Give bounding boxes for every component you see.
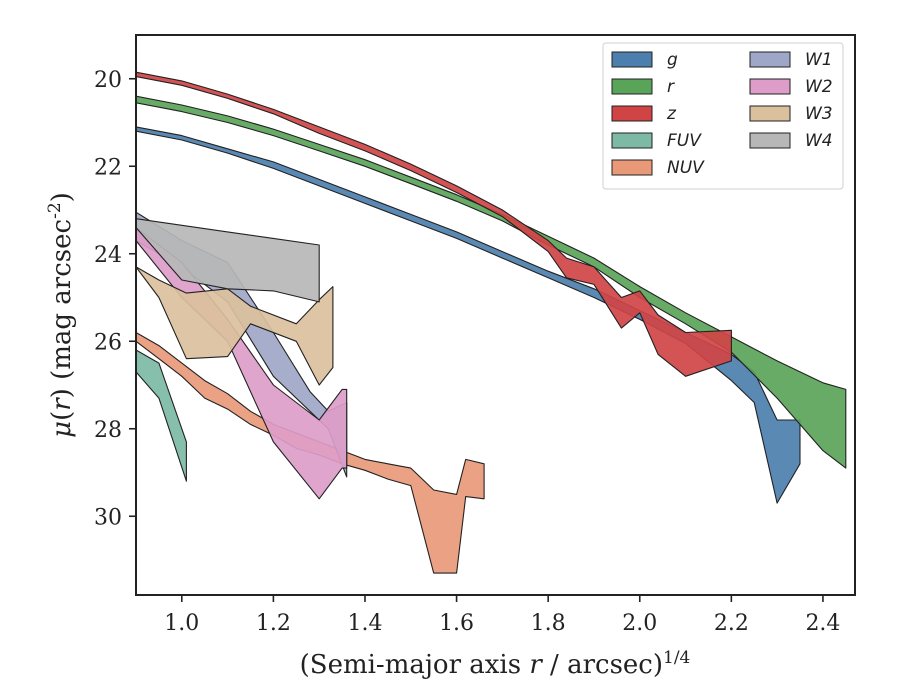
legend-swatch [611, 78, 653, 95]
legend-item-w4: W4 [749, 131, 833, 151]
x-tick-label: 1.2 [256, 611, 291, 636]
y-tick-label: 28 [94, 418, 122, 443]
band-w3 [136, 266, 334, 386]
legend-item-z: z [611, 104, 677, 124]
legend: grz FUV NUV W1 W2 W3 W4 [602, 42, 844, 190]
band-r [136, 95, 847, 469]
x-tick-label: 1.0 [164, 611, 199, 636]
y-tick-label: 26 [94, 330, 122, 355]
x-tick-label: 2.0 [622, 611, 657, 636]
band-g [136, 126, 801, 504]
x-axis-label: (Semi-major axis r / arcsec)1/4 [300, 648, 691, 680]
legend-item-nuv: NUV [611, 158, 705, 178]
x-tick-label: 1.6 [439, 611, 474, 636]
legend-label: W3 [805, 104, 833, 124]
plot-frame [135, 34, 856, 596]
legend-label: FUV [667, 131, 702, 151]
legend-swatch [749, 78, 791, 95]
legend-label: W4 [805, 131, 833, 151]
legend-label: W1 [805, 50, 833, 70]
legend-item-r: r [611, 77, 675, 97]
legend-swatch [611, 132, 653, 149]
x-axis: 1.0 1.2 1.4 1.6 1.8 2.0 2.2 2.4 [164, 595, 840, 636]
legend-label: W2 [805, 77, 833, 97]
y-tick-label: 22 [94, 155, 122, 180]
legend-swatch [749, 51, 791, 68]
legend-label: r [667, 77, 675, 97]
legend-item-fuv: FUV [611, 131, 702, 151]
y-axis-label: μ(r) (mag arcsec-2) [45, 192, 77, 438]
x-tick-label: 1.8 [531, 611, 566, 636]
legend-label: g [667, 50, 678, 70]
legend-item-w3: W3 [749, 104, 833, 124]
legend-item-w2: W2 [749, 77, 833, 97]
band-w4 [136, 218, 320, 303]
bands-layer [136, 71, 847, 574]
y-tick-label: 30 [94, 505, 122, 530]
x-tick-label: 2.4 [805, 611, 840, 636]
legend-swatch [611, 51, 653, 68]
legend-label: NUV [667, 158, 705, 178]
y-axis: 20 22 24 26 28 30 [94, 68, 136, 530]
band-fuv [136, 349, 187, 482]
legend-swatch [749, 105, 791, 122]
legend-item-g: g [611, 50, 678, 70]
band-z [136, 71, 732, 377]
legend-label: z [666, 104, 677, 124]
y-tick-label: 24 [94, 243, 122, 268]
legend-item-w1: W1 [749, 50, 833, 70]
x-tick-label: 1.4 [347, 611, 382, 636]
legend-swatch [611, 159, 653, 176]
x-tick-label: 2.2 [714, 611, 749, 636]
legend-swatch [611, 105, 653, 122]
y-tick-label: 20 [94, 68, 122, 93]
legend-swatch [749, 132, 791, 149]
